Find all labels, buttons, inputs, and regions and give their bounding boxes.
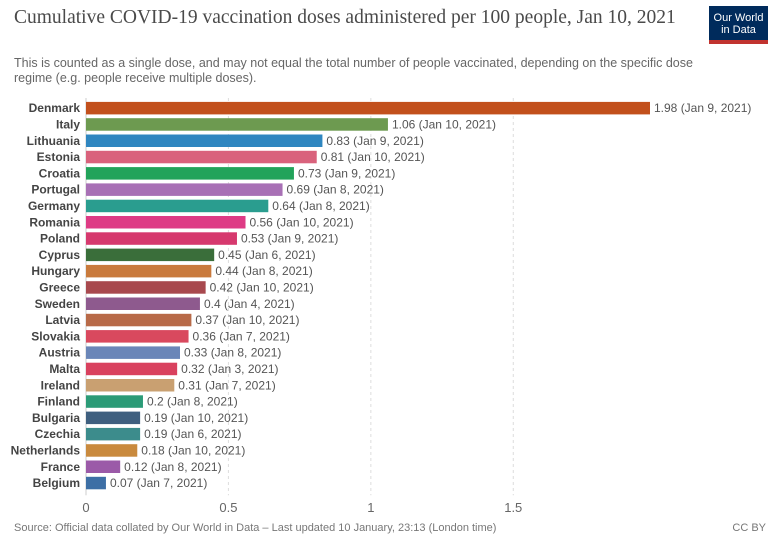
bar <box>86 427 141 441</box>
category-label: Netherlands <box>11 443 81 457</box>
data-label: 0.45 (Jan 6, 2021) <box>218 248 315 262</box>
category-label: Italy <box>56 117 80 131</box>
category-label: Finland <box>37 395 80 409</box>
bar <box>86 476 106 490</box>
bar <box>86 362 178 376</box>
data-label: 0.56 (Jan 10, 2021) <box>250 215 354 229</box>
bar <box>86 248 215 262</box>
chart-title: Cumulative COVID-19 vaccination doses ad… <box>14 7 676 28</box>
data-label: 0.2 (Jan 8, 2021) <box>147 395 238 409</box>
data-label: 0.36 (Jan 7, 2021) <box>193 329 290 343</box>
data-label: 0.53 (Jan 9, 2021) <box>241 232 338 246</box>
data-label: 0.73 (Jan 9, 2021) <box>298 166 395 180</box>
data-label: 0.4 (Jan 4, 2021) <box>204 297 295 311</box>
logo-line-1: Our World <box>713 12 764 24</box>
bar <box>86 264 212 278</box>
category-label: Slovakia <box>31 329 80 343</box>
chart-subtitle: This is counted as a single dose, and ma… <box>14 56 693 85</box>
category-label: Denmark <box>29 101 81 115</box>
bar <box>86 395 143 408</box>
bar <box>86 313 192 327</box>
category-label: France <box>41 460 81 474</box>
bar <box>86 460 121 473</box>
category-label: Austria <box>39 346 81 360</box>
data-label: 0.37 (Jan 10, 2021) <box>195 313 299 327</box>
data-label: 0.42 (Jan 10, 2021) <box>210 280 314 294</box>
license-link[interactable]: CC BY <box>732 522 766 534</box>
category-label: Bulgaria <box>32 411 80 425</box>
bar <box>86 118 388 131</box>
category-label: Lithuania <box>27 134 81 148</box>
x-tick-label: 0 <box>82 500 89 515</box>
bar <box>86 199 269 213</box>
bar <box>86 411 141 425</box>
category-label: Ireland <box>41 378 80 392</box>
data-label: 0.07 (Jan 7, 2021) <box>110 476 207 490</box>
logo-line-2: in Data <box>721 24 756 36</box>
logo-accent-bar <box>709 40 768 44</box>
bar <box>86 346 180 359</box>
category-label: Estonia <box>37 150 81 164</box>
category-label: Sweden <box>35 297 80 311</box>
category-label: Cyprus <box>39 248 81 262</box>
category-label: Belgium <box>33 476 80 490</box>
bar <box>86 232 237 245</box>
bar <box>86 281 206 294</box>
x-tick-label: 0.5 <box>219 500 237 515</box>
data-label: 0.31 (Jan 7, 2021) <box>178 378 275 392</box>
owid-logo[interactable]: Our World in Data <box>709 6 768 44</box>
bar <box>86 134 323 147</box>
category-label: Greece <box>39 280 80 294</box>
x-tick-label: 1 <box>367 500 374 515</box>
bar <box>86 167 294 180</box>
data-label: 1.98 (Jan 9, 2021) <box>654 101 751 115</box>
category-label: Poland <box>40 232 80 246</box>
x-tick-label: 1.5 <box>504 500 522 515</box>
category-label: Czechia <box>35 427 81 441</box>
bar <box>86 444 138 457</box>
category-label: Latvia <box>45 313 80 327</box>
bar <box>86 297 200 310</box>
data-label: 0.19 (Jan 6, 2021) <box>144 427 241 441</box>
category-label: Romania <box>29 215 80 229</box>
data-label: 0.64 (Jan 8, 2021) <box>272 199 369 213</box>
data-label: 0.44 (Jan 8, 2021) <box>215 264 312 278</box>
source-note: Source: Official data collated by Our Wo… <box>14 522 497 534</box>
bar <box>86 379 175 392</box>
data-label: 0.12 (Jan 8, 2021) <box>124 460 221 474</box>
data-label: 0.33 (Jan 8, 2021) <box>184 346 281 360</box>
bar <box>86 216 246 229</box>
bar <box>86 183 283 196</box>
bar <box>86 101 650 115</box>
data-label: 0.81 (Jan 10, 2021) <box>321 150 425 164</box>
data-label: 1.06 (Jan 10, 2021) <box>392 117 496 131</box>
data-label: 0.69 (Jan 8, 2021) <box>287 183 384 197</box>
category-label: Hungary <box>31 264 80 278</box>
data-label: 0.19 (Jan 10, 2021) <box>144 411 248 425</box>
bar <box>86 150 317 164</box>
data-label: 0.18 (Jan 10, 2021) <box>141 443 245 457</box>
category-label: Croatia <box>39 166 81 180</box>
category-label: Malta <box>49 362 80 376</box>
data-label: 0.83 (Jan 9, 2021) <box>326 134 423 148</box>
category-label: Portugal <box>31 183 80 197</box>
bar <box>86 330 189 343</box>
category-label: Germany <box>28 199 80 213</box>
data-label: 0.32 (Jan 3, 2021) <box>181 362 278 376</box>
